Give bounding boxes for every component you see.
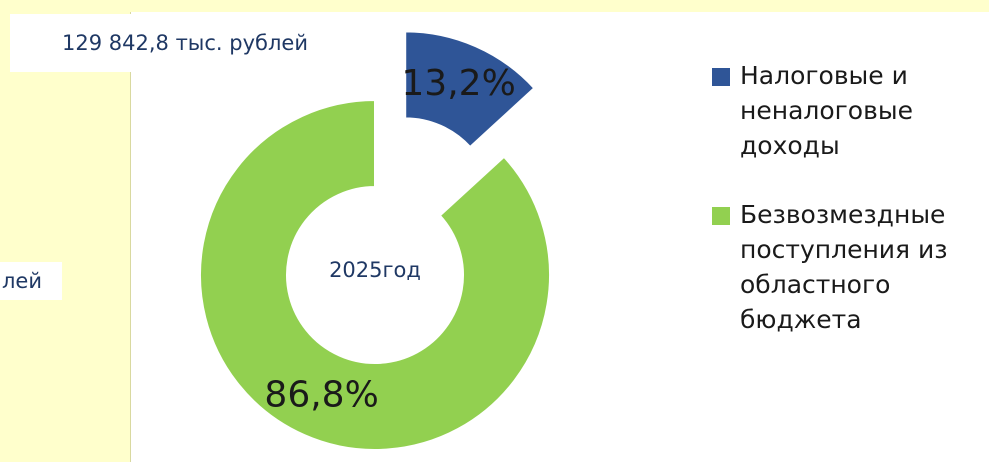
value-label: 13,2% <box>401 63 515 104</box>
legend-swatch <box>712 68 730 86</box>
annotation: лей <box>0 262 62 300</box>
legend-swatch <box>712 207 730 225</box>
center-label: 2025год <box>329 258 421 282</box>
slice <box>404 30 536 149</box>
legend-item: Налоговые и неналоговые доходы <box>712 58 982 163</box>
legend-item: Безвозмездные поступления из областного … <box>712 197 982 337</box>
slice <box>199 98 551 451</box>
legend-label: Налоговые и неналоговые доходы <box>740 61 913 160</box>
legend: Налоговые и неналоговые доходы Безвозмезд… <box>712 58 982 371</box>
legend-label: Безвозмездные поступления из областного … <box>740 200 948 334</box>
annotation: 129 842,8 тыс. рублей <box>10 14 360 72</box>
value-label: 86,8% <box>264 374 378 415</box>
